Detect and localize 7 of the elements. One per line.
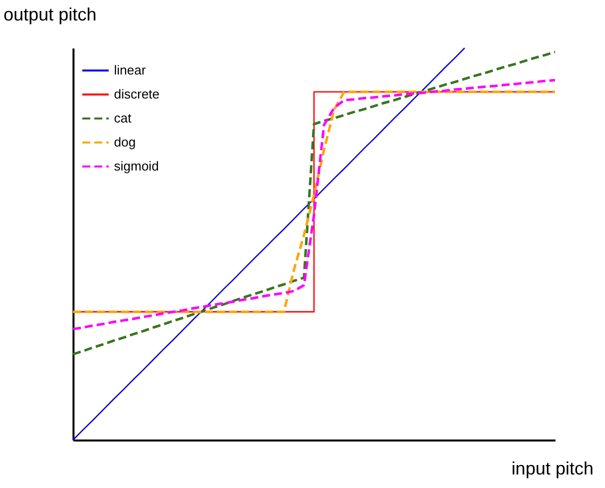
legend-label: linear xyxy=(114,62,146,78)
y-axis-title: output pitch xyxy=(4,4,97,24)
legend-label: sigmoid xyxy=(114,158,159,174)
legend-label: discrete xyxy=(114,86,160,102)
legend-label: dog xyxy=(114,134,136,150)
legend-label: cat xyxy=(114,110,132,126)
x-axis-title: input pitch xyxy=(511,458,594,478)
